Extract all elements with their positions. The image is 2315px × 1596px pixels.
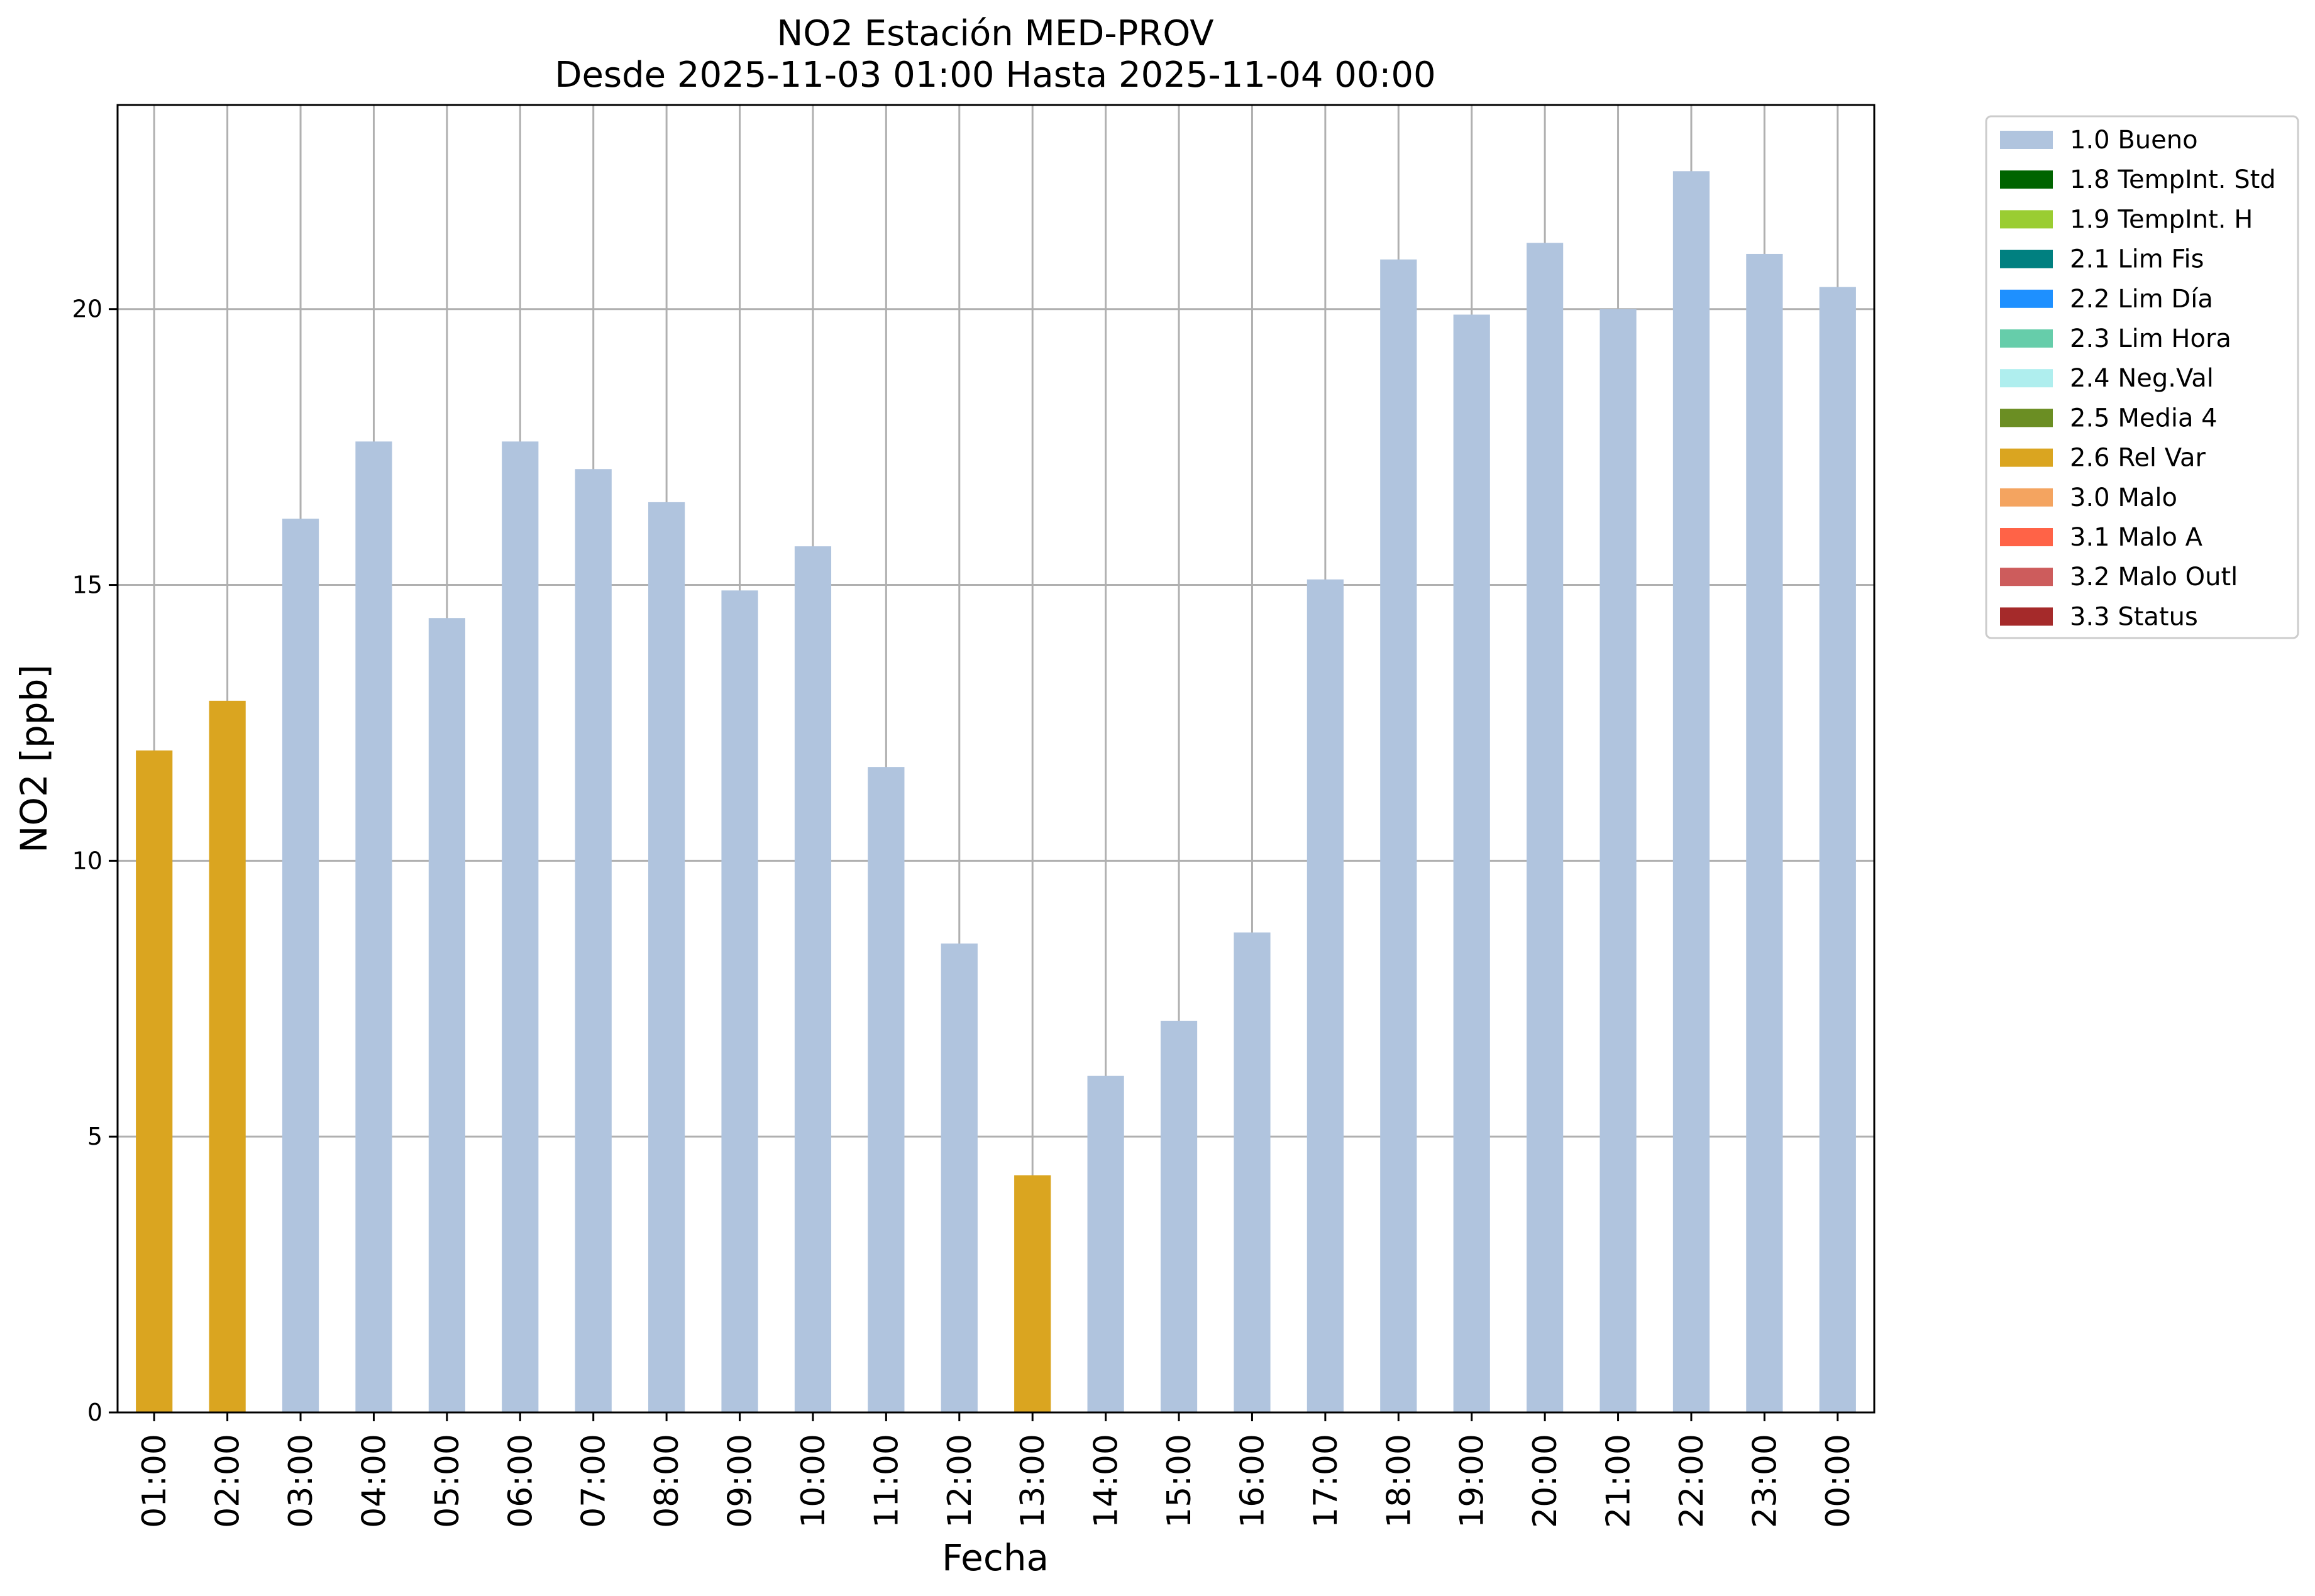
legend-label: 3.3 Status bbox=[2070, 602, 2198, 631]
bar bbox=[502, 441, 539, 1412]
bar bbox=[941, 944, 978, 1412]
legend-swatch bbox=[2000, 568, 2053, 586]
bar bbox=[721, 590, 758, 1412]
y-tick-label: 10 bbox=[72, 847, 102, 874]
legend-swatch bbox=[2000, 448, 2053, 467]
x-tick-label: 03:00 bbox=[282, 1434, 320, 1528]
x-tick-label: 01:00 bbox=[136, 1434, 174, 1528]
bar bbox=[868, 767, 905, 1412]
x-tick-label: 08:00 bbox=[648, 1434, 686, 1528]
legend-label: 2.5 Media 4 bbox=[2070, 404, 2218, 432]
legend-label: 2.3 Lim Hora bbox=[2070, 324, 2231, 353]
bar bbox=[1672, 171, 1710, 1413]
legend-swatch bbox=[2000, 528, 2053, 546]
legend-swatch bbox=[2000, 289, 2053, 308]
legend-swatch bbox=[2000, 210, 2053, 229]
x-axis-ticks: 01:00 02:00 03:00 04:00 05:00 06:00 07:00 08:00… bbox=[136, 1412, 1857, 1528]
x-axis-label: Fecha bbox=[942, 1536, 1049, 1579]
legend-swatch bbox=[2000, 369, 2053, 388]
bar bbox=[575, 469, 612, 1412]
legend-label: 2.4 Neg.Val bbox=[2070, 364, 2214, 393]
legend-label: 3.1 Malo A bbox=[2070, 523, 2203, 552]
x-tick-label: 16:00 bbox=[1234, 1434, 1271, 1528]
bar bbox=[209, 700, 246, 1412]
bar bbox=[1819, 287, 1856, 1412]
legend-label: 1.9 TempInt. H bbox=[2070, 205, 2253, 234]
legend: 1.0 Bueno 1.8 TempInt. Std 1.9 TempInt. H 2… bbox=[1985, 115, 2299, 639]
bar bbox=[1014, 1175, 1051, 1412]
bar bbox=[1453, 314, 1490, 1413]
x-tick-label: 20:00 bbox=[1527, 1434, 1564, 1528]
bar bbox=[794, 546, 832, 1413]
legend-label: 2.1 Lim Fis bbox=[2070, 245, 2204, 274]
x-tick-label: 13:00 bbox=[1014, 1434, 1052, 1528]
y-axis-label: NO2 [ppb] bbox=[13, 664, 55, 853]
legend-box bbox=[1985, 115, 2299, 639]
bar bbox=[1600, 309, 1637, 1413]
x-tick-label: 18:00 bbox=[1380, 1434, 1418, 1528]
x-tick-label: 21:00 bbox=[1600, 1434, 1638, 1528]
bar bbox=[1527, 243, 1564, 1412]
bar bbox=[136, 750, 173, 1412]
x-tick-label: 05:00 bbox=[429, 1434, 467, 1528]
legend-swatch bbox=[2000, 329, 2053, 348]
y-tick-label: 15 bbox=[72, 571, 102, 599]
x-tick-label: 12:00 bbox=[941, 1434, 979, 1528]
x-tick-label: 14:00 bbox=[1088, 1434, 1125, 1528]
y-tick-label: 20 bbox=[72, 295, 102, 323]
x-tick-label: 17:00 bbox=[1307, 1434, 1345, 1528]
legend-label: 2.2 Lim Día bbox=[2070, 285, 2213, 314]
bar bbox=[1307, 579, 1344, 1412]
legend-label: 3.0 Malo bbox=[2070, 483, 2177, 512]
legend-swatch bbox=[2000, 131, 2053, 149]
x-tick-label: 06:00 bbox=[502, 1434, 539, 1528]
bar bbox=[282, 519, 319, 1413]
x-tick-label: 10:00 bbox=[795, 1434, 832, 1528]
bar bbox=[1087, 1076, 1124, 1412]
x-tick-label: 07:00 bbox=[575, 1434, 613, 1528]
bar bbox=[1380, 259, 1417, 1412]
bar bbox=[1746, 253, 1783, 1412]
x-tick-label: 04:00 bbox=[355, 1434, 393, 1528]
legend-label: 1.0 Bueno bbox=[2070, 126, 2198, 155]
bar bbox=[1160, 1020, 1198, 1412]
x-tick-label: 02:00 bbox=[209, 1434, 247, 1528]
bar bbox=[355, 441, 392, 1412]
legend-label: 2.6 Rel Var bbox=[2070, 444, 2206, 473]
legend-swatch bbox=[2000, 488, 2053, 507]
bar bbox=[428, 618, 465, 1412]
x-tick-label: 22:00 bbox=[1673, 1434, 1711, 1528]
bars bbox=[136, 171, 1856, 1413]
bar bbox=[648, 502, 685, 1413]
x-tick-label: 15:00 bbox=[1161, 1434, 1198, 1528]
y-axis-ticks: 0 5 10 15 20 bbox=[72, 295, 118, 1426]
legend-swatch bbox=[2000, 409, 2053, 427]
x-tick-label: 23:00 bbox=[1746, 1434, 1784, 1528]
chart-title-line1: NO2 Estación MED-PROV bbox=[776, 13, 1213, 54]
plot-frame bbox=[116, 104, 1876, 1414]
legend-swatch bbox=[2000, 607, 2053, 626]
y-tick-label: 5 bbox=[87, 1123, 102, 1150]
x-tick-label: 09:00 bbox=[722, 1434, 760, 1528]
legend-label: 3.2 Malo Outl bbox=[2070, 563, 2238, 592]
legend-swatch bbox=[2000, 170, 2053, 189]
x-tick-label: 19:00 bbox=[1454, 1434, 1491, 1528]
chart-title-line2: Desde 2025-11-03 01:00 Hasta 2025-11-04 … bbox=[555, 55, 1435, 96]
y-tick-label: 0 bbox=[87, 1399, 102, 1426]
legend-swatch bbox=[2000, 250, 2053, 268]
bar bbox=[1234, 932, 1271, 1412]
x-tick-label: 11:00 bbox=[868, 1434, 905, 1528]
legend-label: 1.8 TempInt. Std bbox=[2070, 165, 2276, 194]
x-tick-label: 00:00 bbox=[1820, 1434, 1857, 1528]
